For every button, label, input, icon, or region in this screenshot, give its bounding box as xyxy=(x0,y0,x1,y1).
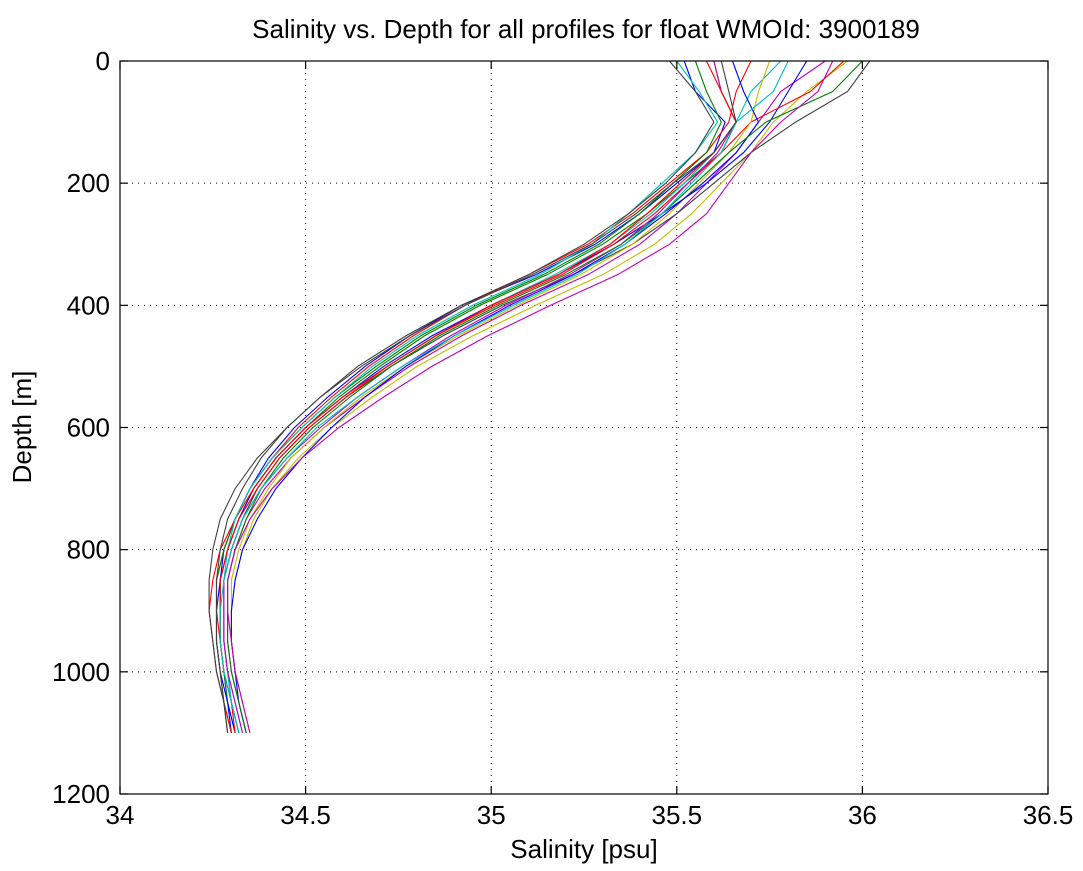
y-tick-label: 200 xyxy=(67,168,110,198)
profile-lines xyxy=(208,60,871,734)
y-tick-label: 1000 xyxy=(52,657,110,687)
x-tick-label: 35 xyxy=(477,800,506,830)
y-tick-labels: 0 200 400 600 800 1000 1200 xyxy=(52,46,110,809)
x-tick-label: 34 xyxy=(106,800,135,830)
plot-area xyxy=(120,61,1048,794)
x-tick-label: 36.5 xyxy=(1023,800,1074,830)
y-tick-label: 400 xyxy=(67,290,110,320)
salinity-profile-line xyxy=(227,60,834,734)
y-axis-label: Depth [m] xyxy=(7,371,37,484)
salinity-profile-line xyxy=(227,60,863,734)
x-tick-labels: 34 34.5 35 35.5 36 36.5 xyxy=(106,800,1074,830)
y-tick-label: 600 xyxy=(67,413,110,443)
salinity-profile-line xyxy=(219,60,789,734)
x-axis-label: Salinity [psu] xyxy=(510,834,657,864)
x-tick-label: 35.5 xyxy=(651,800,702,830)
y-tick-label: 800 xyxy=(67,535,110,565)
salinity-profile-line xyxy=(230,60,760,734)
chart-title: Salinity vs. Depth for all profiles for … xyxy=(252,14,920,44)
y-tick-label: 1200 xyxy=(52,779,110,809)
x-tick-label: 36 xyxy=(848,800,877,830)
salinity-profile-line xyxy=(208,60,737,733)
tick-marks xyxy=(119,60,1049,795)
y-tick-label: 0 xyxy=(96,46,110,76)
x-tick-label: 34.5 xyxy=(280,800,331,830)
salinity-profile-line xyxy=(215,60,752,734)
